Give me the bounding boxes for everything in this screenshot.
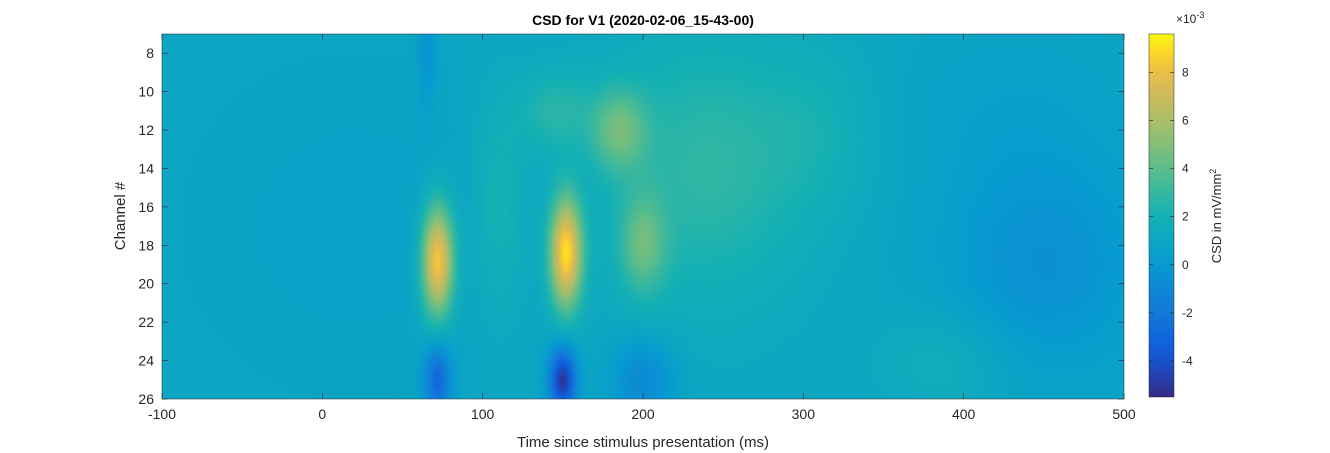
colorbar-fill bbox=[1149, 34, 1174, 397]
x-tick-label: 300 bbox=[792, 406, 816, 422]
colorbar-tick-label: 4 bbox=[1182, 162, 1189, 176]
x-tick-label: -100 bbox=[148, 406, 176, 422]
chart-title: CSD for V1 (2020-02-06_15-43-00) bbox=[532, 12, 754, 28]
y-tick-label: 10 bbox=[138, 84, 154, 100]
colorbar-exponent-base: ×10 bbox=[1176, 12, 1197, 26]
colorbar-tick-label: 6 bbox=[1182, 114, 1189, 128]
x-tick-label: 200 bbox=[631, 406, 655, 422]
y-tick-label: 8 bbox=[146, 45, 154, 61]
colorbar-tick-label: 8 bbox=[1182, 65, 1189, 79]
y-tick-label: 14 bbox=[138, 160, 154, 176]
y-axis: 8 10 12 14 16 18 20 22 24 26 bbox=[138, 45, 1124, 407]
y-tick-label: 16 bbox=[138, 199, 154, 215]
colorbar-label: CSD in mV/mm2 bbox=[1208, 169, 1224, 264]
x-tick-label: 500 bbox=[1112, 406, 1136, 422]
colorbar-label-superscript: 2 bbox=[1208, 169, 1218, 174]
x-tick-label: 400 bbox=[952, 406, 976, 422]
y-tick-label: 12 bbox=[138, 122, 154, 138]
colorbar-label-text: CSD in mV/mm bbox=[1209, 174, 1224, 264]
colorbar-exponent: ×10-3 bbox=[1176, 10, 1204, 26]
colorbar-tick-label: 2 bbox=[1182, 210, 1189, 224]
csd-heatmap bbox=[162, 34, 1124, 399]
y-axis-label: Channel # bbox=[112, 181, 129, 250]
y-tick-label: 20 bbox=[138, 276, 154, 292]
y-tick-label: 22 bbox=[138, 314, 154, 330]
x-tick-label: 0 bbox=[318, 406, 326, 422]
x-tick-label: 100 bbox=[471, 406, 495, 422]
plot-area bbox=[161, 33, 1125, 400]
colorbar-exponent-power: -3 bbox=[1196, 10, 1204, 20]
colorbar-ticks: -4 -2 0 2 4 6 8 bbox=[1149, 65, 1193, 368]
colorbar-tick-label: 0 bbox=[1182, 258, 1189, 272]
y-tick-label: 24 bbox=[138, 353, 154, 369]
colorbar-frame bbox=[1148, 33, 1175, 398]
x-axis: -100 0 100 200 300 400 500 bbox=[148, 34, 1136, 422]
y-tick-label: 26 bbox=[138, 391, 154, 407]
y-tick-label: 18 bbox=[138, 237, 154, 253]
colorbar-tick-label: -4 bbox=[1182, 354, 1193, 368]
colorbar-tick-label: -2 bbox=[1182, 306, 1193, 320]
x-axis-label: Time since stimulus presentation (ms) bbox=[517, 434, 769, 451]
